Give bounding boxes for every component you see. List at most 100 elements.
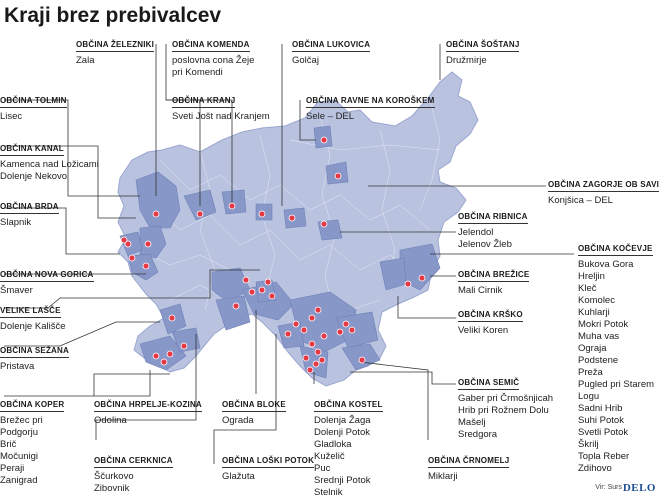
village-name: Zala bbox=[76, 55, 95, 66]
village-name: Podgorju bbox=[0, 427, 39, 438]
village-name: Golčaj bbox=[292, 55, 319, 66]
slovenia-outline bbox=[117, 71, 479, 387]
label-heading: OBČINA KOPER bbox=[0, 400, 65, 412]
label-zelezniki: OBČINA ŽELEZNIKI Zala bbox=[76, 34, 155, 67]
village-name: Dolenje Nekovo bbox=[0, 171, 68, 182]
village-name: Dolenja Žaga bbox=[314, 415, 371, 426]
village-name: Puc bbox=[314, 463, 331, 474]
label-kranj: OBČINA KRANJ Sveti Jošt nad Kranjem bbox=[172, 90, 270, 123]
label-cerknica: OBČINA CERKNICA Ščurkovo Zibovnik bbox=[94, 450, 173, 495]
village-name: Lisec bbox=[0, 111, 23, 122]
label-brezice: OBČINA BREŽICE Mali Cirnik bbox=[458, 264, 530, 297]
label-heading: OBČINA CERKNICA bbox=[94, 456, 173, 468]
label-heading: OBČINA BLOKE bbox=[222, 400, 286, 412]
label-heading: OBČINA RAVNE NA KOROŠKEM bbox=[306, 96, 435, 108]
village-name: Sveti Jošt nad Kranjem bbox=[172, 111, 270, 122]
village-name: Škrilj bbox=[578, 439, 599, 450]
village-name: Slapnik bbox=[0, 217, 32, 228]
village-name: Zdihovo bbox=[578, 463, 612, 474]
village-name: Suhi Potok bbox=[578, 415, 624, 426]
village-name: Jelendol bbox=[458, 227, 494, 238]
label-heading: OBČINA SEŽANA bbox=[0, 346, 69, 358]
village-name: Jelenov Žleb bbox=[458, 239, 512, 250]
village-name: Šmaver bbox=[0, 285, 33, 296]
label-ribnica: OBČINA RIBNICA Jelendol Jelenov Žleb bbox=[458, 206, 528, 251]
label-heading: OBČINA SEMIČ bbox=[458, 378, 520, 390]
label-heading: VELIKE LAŠČE bbox=[0, 306, 61, 318]
village-name: poslovna cona Žeje bbox=[172, 55, 255, 66]
village-name: pri Komendi bbox=[172, 67, 223, 78]
village-name: Kuhlarji bbox=[578, 307, 610, 318]
village-name: Kamenca nad Ložicami bbox=[0, 159, 99, 170]
label-crnomelj: OBČINA ČRNOMELJ Miklarji bbox=[428, 450, 510, 483]
village-name: Hrib pri Rožnem Dolu bbox=[458, 405, 549, 416]
village-name: Gaber pri Črmošnjicah bbox=[458, 393, 554, 404]
label-kocevje: OBČINA KOČEVJE Bukova Gora Hreljin Kleč Komo… bbox=[578, 238, 654, 475]
label-heading: OBČINA ŽELEZNIKI bbox=[76, 40, 155, 52]
village-name: Močunigi bbox=[0, 451, 39, 462]
village-name: Podstene bbox=[578, 355, 619, 366]
label-heading: OBČINA HRPELJE-KOZINA bbox=[94, 400, 202, 412]
village-name: Ograja bbox=[578, 343, 607, 354]
village-name: Sadni Hrib bbox=[578, 403, 623, 414]
village-name: Družmirje bbox=[446, 55, 487, 66]
village-name: Srednji Potok bbox=[314, 475, 371, 486]
village-name: Pristava bbox=[0, 361, 35, 372]
village-name: Brežec pri bbox=[0, 415, 43, 426]
village-name: Bukova Gora bbox=[578, 259, 634, 270]
village-name: Brič bbox=[0, 439, 17, 450]
label-semic: OBČINA SEMIČ Gaber pri Črmošnjicah Hrib pr… bbox=[458, 372, 553, 441]
village-name: Mašelj bbox=[458, 417, 486, 428]
label-velikelasce: VELIKE LAŠČE Dolenje Kališče bbox=[0, 300, 65, 333]
village-name: Svetli Potok bbox=[578, 427, 629, 438]
label-heading: OBČINA RIBNICA bbox=[458, 212, 528, 224]
region-velikelasce bbox=[211, 267, 251, 303]
label-heading: OBČINA KOSTEL bbox=[314, 400, 383, 412]
delo-logo: DELO bbox=[622, 482, 656, 494]
village-name: Glažuta bbox=[222, 471, 255, 482]
label-tolmin: OBČINA TOLMIN Lisec bbox=[0, 90, 67, 123]
label-heading: OBČINA TOLMIN bbox=[0, 96, 67, 108]
village-name: Dolenje Kališče bbox=[0, 321, 66, 332]
source-credit: Vir: Surs bbox=[595, 484, 622, 491]
leader-lines bbox=[4, 44, 574, 464]
label-loskipotok: OBČINA LOŠKI POTOK Glažuta bbox=[222, 450, 315, 483]
village-name: Dolenji Potok bbox=[314, 427, 370, 438]
village-name: Kleč bbox=[578, 283, 597, 294]
label-heading: OBČINA ZAGORJE OB SAVI bbox=[548, 180, 660, 192]
village-name: Mali Cirnik bbox=[458, 285, 503, 296]
village-name: Miklarji bbox=[428, 471, 458, 482]
label-lukovica: OBČINA LUKOVICA Golčaj bbox=[292, 34, 371, 67]
village-name: Gladloka bbox=[314, 439, 352, 450]
label-kanal: OBČINA KANAL Kamenca nad Ložicami Dolenje … bbox=[0, 138, 99, 183]
village-name: Zanigrad bbox=[0, 475, 38, 486]
label-heading: OBČINA KANAL bbox=[0, 144, 64, 156]
label-heading: OBČINA BREŽICE bbox=[458, 270, 530, 282]
label-heading: OBČINA KOMENDA bbox=[172, 40, 250, 52]
village-name: Ograda bbox=[222, 415, 254, 426]
village-name: Stelnik bbox=[314, 487, 343, 498]
village-name: Hreljin bbox=[578, 271, 605, 282]
label-sostanj: OBČINA ŠOŠTANJ Družmirje bbox=[446, 34, 520, 67]
label-heading: OBČINA KOČEVJE bbox=[578, 244, 653, 256]
label-heading: OBČINA ČRNOMELJ bbox=[428, 456, 510, 468]
label-zagorje: OBČINA ZAGORJE OB SAVI Konjšica – DEL bbox=[548, 174, 660, 207]
label-heading: OBČINA ŠOŠTANJ bbox=[446, 40, 520, 52]
label-heading: OBČINA NOVA GORICA bbox=[0, 270, 94, 282]
label-kostel: OBČINA KOSTEL Dolenja Žaga Dolenji Potok Gl… bbox=[314, 394, 383, 499]
label-heading: OBČINA KRŠKO bbox=[458, 310, 523, 322]
label-koper: OBČINA KOPER Brežec pri Podgorju Brič Močuni… bbox=[0, 394, 65, 487]
village-name: Pugled pri Starem bbox=[578, 379, 655, 390]
label-heading: OBČINA LUKOVICA bbox=[292, 40, 371, 52]
region-tolmin bbox=[135, 171, 181, 229]
village-name: Kuželič bbox=[314, 451, 345, 462]
label-krsko: OBČINA KRŠKO Veliki Koren bbox=[458, 304, 523, 337]
region-cerknica bbox=[215, 295, 251, 331]
region-hrpelje bbox=[171, 327, 201, 353]
label-komenda: OBČINA KOMENDA poslovna cona Žeje pri Kome… bbox=[172, 34, 254, 79]
label-brda: OBČINA BRDA Slapnik bbox=[0, 196, 59, 229]
label-heading: OBČINA KRANJ bbox=[172, 96, 236, 108]
label-novagorica: OBČINA NOVA GORICA Šmaver bbox=[0, 264, 94, 297]
village-name: Komolec bbox=[578, 295, 615, 306]
village-name: Ščurkovo bbox=[94, 471, 134, 482]
